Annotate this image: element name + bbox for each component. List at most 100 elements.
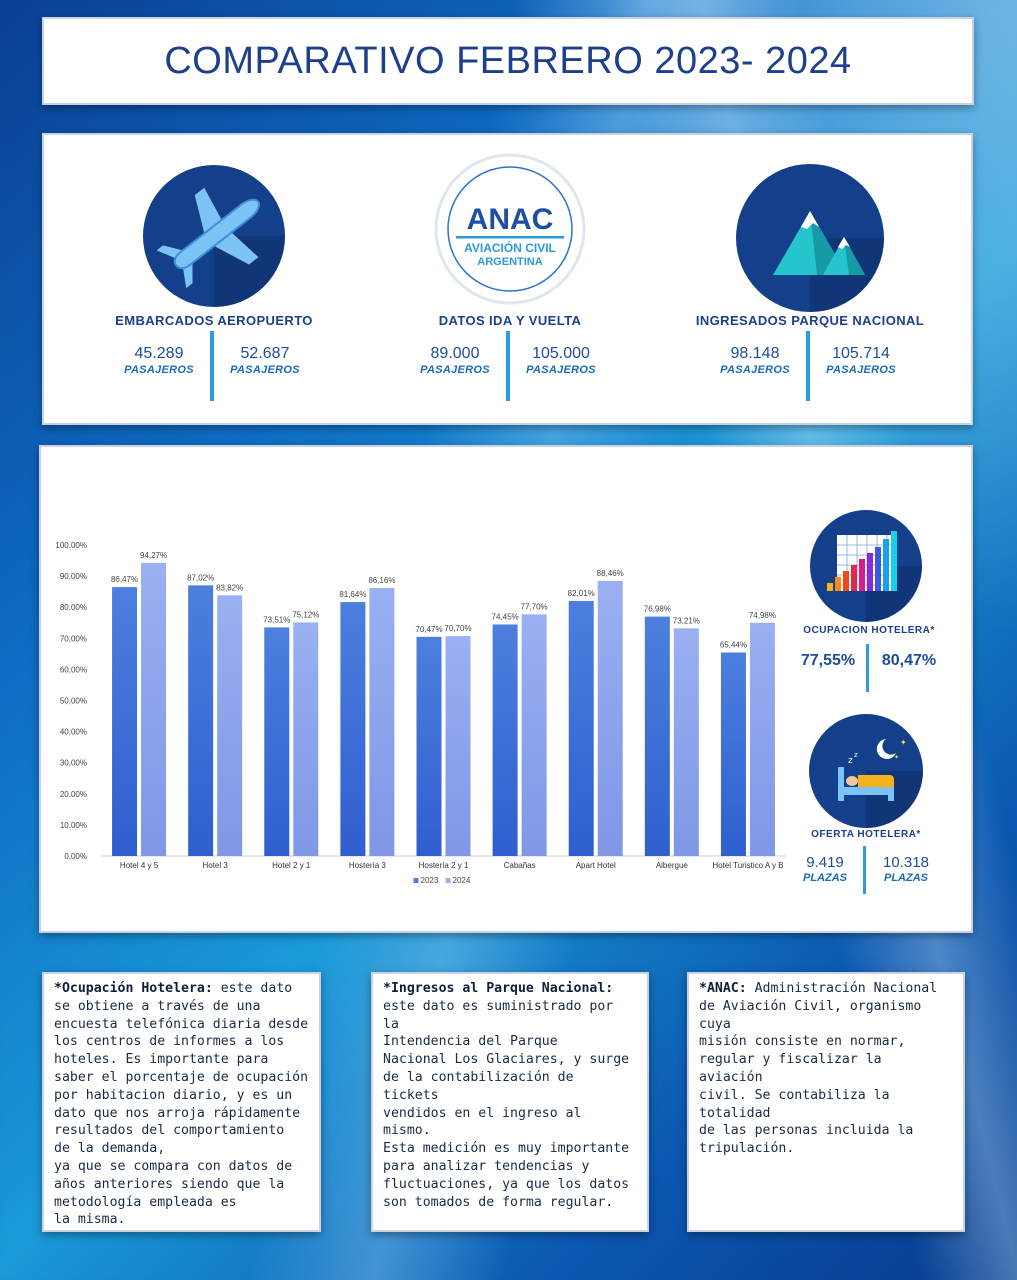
data-label: 74,98% [749,611,776,620]
bar-2023 [264,627,290,856]
y-tick-label: 100,00% [55,541,87,550]
divider [806,331,810,401]
bar-2024 [749,622,775,856]
stat-label: INGRESADOS PARQUE NACIONAL [695,313,925,328]
occupancy-values: 77,55% 80,47% [789,644,949,692]
bar-2024 [673,628,699,856]
note-line: años anteriores siendo que la [54,1176,285,1192]
bar-2023 [568,600,594,856]
note-line: *Ingresos al Parque Nacional: [383,980,637,998]
svg-text:AVIACIÓN CIVIL: AVIACIÓN CIVIL [464,240,556,255]
stat-label: EMBARCADOS AEROPUERTO [115,313,313,328]
svg-text:ANAC: ANAC [467,203,554,236]
stat-value-2024: 105.714 PASAJEROS [826,345,896,376]
y-tick-label: 50,00% [60,697,87,706]
note-line: vendidos en el ingreso al mismo. [383,1105,582,1139]
data-label: 94,27% [140,551,167,560]
data-label: 70,47% [415,625,442,634]
divider [863,846,866,894]
bar-2024 [445,636,471,856]
note-line: metodología empleada es [54,1194,237,1210]
note-line: hoteles. Es importante para [54,1052,269,1068]
y-tick-label: 60,00% [60,665,87,674]
note-line: este dato es suministrado por la [383,998,614,1032]
bar-2023 [492,624,518,856]
data-label: 73,51% [263,615,290,624]
stat-value-2023: 45.289 PASAJEROS [124,345,194,376]
divider [866,644,869,692]
note-line: los centros de informes a los [54,1034,285,1050]
x-tick-label: Hostería 3 [349,861,386,870]
y-tick-label: 40,00% [60,728,87,737]
offer-value-2024: 10.318 PLAZAS [883,854,929,884]
note-line: tripulación. [699,1141,795,1157]
note-line: de la contabilización de tickets [383,1069,574,1103]
note-heading: *ANAC: [699,981,747,996]
note-line: *Ocupación Hotelera: este dato [54,981,293,996]
note-ocupacion-hotelera: *Ocupación Hotelera: este dato se obtiene… [42,972,321,1232]
y-tick-label: 90,00% [60,572,87,581]
note-line: fluctuaciones, ya que los datos [383,1176,630,1192]
offer-stat: ✦ ✦ z z OFERTA HOTELERA* 9.419 PLAZAS 10… [786,713,946,894]
y-tick-label: 80,00% [60,603,87,612]
bar-2023 [112,587,138,856]
bar-2024 [369,588,395,856]
x-tick-label: Albergue [656,861,689,870]
legend-swatch-2023 [413,878,419,883]
stat-value-2023: 89.000 PASAJEROS [420,345,490,376]
data-label: 77,70% [521,602,548,611]
data-label: 70,70% [444,624,471,633]
stat-values: 89.000 PASAJEROS 105.000 PASAJEROS [410,331,610,401]
title-panel: COMPARATIVO FEBRERO 2023- 2024 [42,17,974,105]
note-heading: *Ingresos al Parque Nacional: [383,981,614,996]
data-label: 65,44% [720,640,747,649]
data-label: 86,47% [111,575,138,584]
stats-panel: EMBARCADOS AEROPUERTO 45.289 PASAJEROS 5… [42,133,973,425]
note-line: regular y fiscalizar la aviación [699,1052,882,1085]
bar-chart-icon [809,509,923,623]
note-line: resultados del comportamiento [54,1123,285,1139]
stat-ida-vuelta: ANAC AVIACIÓN CIVIL ARGENTINA DATOS IDA … [360,135,660,425]
note-line: dato que nos arroja rápidamente [54,1105,301,1121]
divider [506,331,510,401]
note-line: encuesta telefónica diaria desde [54,1016,309,1032]
mountains-icon [735,163,885,318]
y-tick-label: 10,00% [60,821,87,830]
x-tick-label: Apart Hotel [576,861,616,870]
x-tick-label: Hotel Turistico A y B [712,861,783,870]
legend-label: 2023 [421,876,439,885]
svg-text:ARGENTINA: ARGENTINA [477,256,542,268]
note-ingresos-parque: *Ingresos al Parque Nacional: este dato e… [371,972,649,1232]
data-label: 86,16% [368,576,395,585]
data-label: 81,64% [339,590,366,599]
note-line: *ANAC: Administración Nacional [699,981,938,996]
x-tick-label: Cabañas [504,861,536,870]
data-label: 88,46% [597,569,624,578]
occupancy-value-2023: 77,55% [800,652,856,669]
data-label: 74,45% [492,612,519,621]
bar-2024 [293,622,319,856]
note-line: Intendencia del Parque [383,1034,558,1050]
x-tick-label: Hotel 2 y 1 [272,861,311,870]
stat-parque-nacional: INGRESADOS PARQUE NACIONAL 98.148 PASAJE… [660,135,960,425]
bar-2024 [597,580,623,856]
stat-values: 98.148 PASAJEROS 105.714 PASAJEROS [710,331,910,401]
y-tick-label: 0,00% [64,852,87,861]
stat-values: 45.289 PASAJEROS 52.687 PASAJEROS [114,331,314,401]
x-tick-label: Hotel 4 y 5 [120,861,159,870]
note-line: se obtiene a través de una [54,998,261,1014]
page-title: COMPARATIVO FEBRERO 2023- 2024 [164,39,852,82]
bar-2023 [720,652,746,856]
bar-2023 [340,602,366,856]
y-tick-label: 20,00% [60,790,87,799]
note-line: de las personas incluida la [699,1123,914,1139]
airplane-icon [141,163,287,314]
bar-2024 [141,562,167,856]
data-label: 83,82% [216,583,243,592]
y-tick-label: 30,00% [60,759,87,768]
stat-label: DATOS IDA Y VUELTA [438,313,582,328]
stat-value-2023: 98.148 PASAJEROS [720,345,790,376]
note-line: la misma. [54,1212,126,1228]
bar-2024 [521,614,547,856]
note-line: Nacional Los Glaciares, y surge [383,1052,630,1068]
